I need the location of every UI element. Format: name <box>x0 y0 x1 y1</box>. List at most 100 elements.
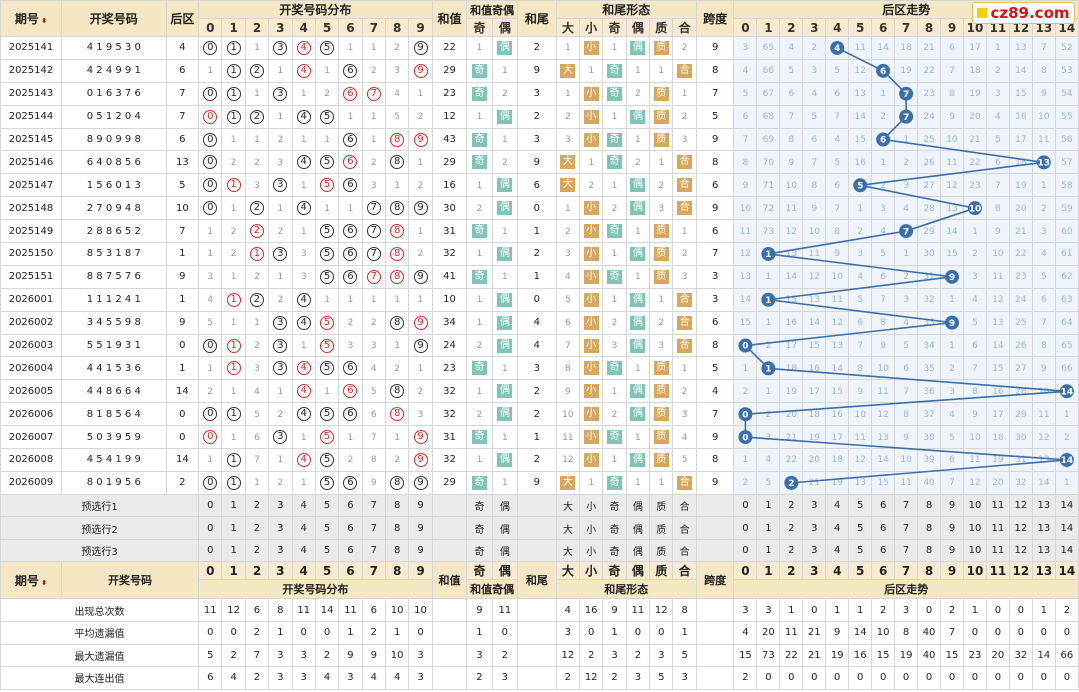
preselect-trend-digit[interactable]: 4 <box>825 538 850 563</box>
preselect-digit[interactable]: 7 <box>361 538 386 563</box>
preselect-trend-digit[interactable]: 11 <box>985 516 1010 540</box>
preselect-digit[interactable]: 9 <box>408 538 433 563</box>
preselect-trend-digit[interactable]: 5 <box>848 516 873 540</box>
preselect-digit[interactable]: 3 <box>268 493 293 518</box>
preselect-trend-digit[interactable]: 12 <box>1008 538 1033 563</box>
preselect-digit[interactable]: 9 <box>408 516 433 540</box>
preselect-digit[interactable]: 2 <box>244 493 270 518</box>
preselect-digit[interactable]: 3 <box>268 516 293 540</box>
preselect-trend-digit[interactable]: 10 <box>962 538 987 563</box>
preselect-form-prime[interactable]: 质 <box>649 493 674 518</box>
preselect-trend-digit[interactable]: 7 <box>894 538 919 563</box>
preselect-trend-digit[interactable]: 4 <box>825 516 850 540</box>
preselect-trend-digit[interactable]: 9 <box>940 516 964 540</box>
preselect-trend-digit[interactable]: 6 <box>871 516 896 540</box>
preselect-even[interactable]: 偶 <box>491 516 519 540</box>
preselect-digit[interactable]: 0 <box>198 538 223 563</box>
preselect-digit[interactable]: 6 <box>338 538 363 563</box>
preselect-digit[interactable]: 1 <box>221 493 246 518</box>
preselect-digit[interactable]: 4 <box>291 516 316 540</box>
preselect-form-big[interactable]: 大 <box>555 493 581 518</box>
preselect-form-even[interactable]: 偶 <box>625 516 651 540</box>
preselect-form-even[interactable]: 偶 <box>625 493 651 518</box>
sort-arrow-icon[interactable]: ⬍ <box>38 17 48 25</box>
preselect-trend-digit[interactable]: 12 <box>1008 516 1033 540</box>
preselect-trend-digit[interactable]: 1 <box>756 493 781 518</box>
preselect-trend-digit[interactable]: 13 <box>1031 516 1056 540</box>
preselect-digit[interactable]: 8 <box>384 538 410 563</box>
preselect-form-small[interactable]: 小 <box>578 493 604 518</box>
preselect-digit[interactable]: 6 <box>338 516 363 540</box>
preselect-digit[interactable]: 2 <box>244 516 270 540</box>
preselect-trend-digit[interactable]: 10 <box>962 493 987 518</box>
preselect-trend-digit[interactable]: 12 <box>1008 493 1033 518</box>
preselect-trend-digit[interactable]: 6 <box>871 493 896 518</box>
preselect-trend-digit[interactable]: 2 <box>779 516 804 540</box>
preselect-trend-digit[interactable]: 13 <box>1031 493 1056 518</box>
preselect-trend-digit[interactable]: 14 <box>1054 493 1079 518</box>
preselect-digit[interactable]: 1 <box>221 538 246 563</box>
preselect-trend-digit[interactable]: 8 <box>917 538 942 563</box>
preselect-digit[interactable]: 0 <box>198 493 223 518</box>
preselect-row[interactable]: 预选行1 0 1 2 3 4 5 6 7 8 9 奇偶大小奇偶质合 0 1 2 3 4 5 6 7 8 9 10 11 12 13… <box>0 493 1079 518</box>
preselect-form-odd[interactable]: 奇 <box>602 516 627 540</box>
preselect-digit[interactable]: 0 <box>198 516 223 540</box>
preselect-form-big[interactable]: 大 <box>555 538 581 563</box>
preselect-digit[interactable]: 3 <box>268 538 293 563</box>
preselect-form-prime[interactable]: 质 <box>649 538 674 563</box>
preselect-form-even[interactable]: 偶 <box>625 538 651 563</box>
preselect-trend-digit[interactable]: 3 <box>802 493 827 518</box>
preselect-trend-digit[interactable]: 1 <box>756 538 781 563</box>
sort-arrow-icon[interactable]: ⬍ <box>38 578 48 587</box>
preselect-digit[interactable]: 5 <box>314 538 340 563</box>
preselect-digit[interactable]: 8 <box>384 516 410 540</box>
preselect-trend-digit[interactable]: 3 <box>802 538 827 563</box>
preselect-trend-digit[interactable]: 9 <box>940 538 964 563</box>
preselect-trend-digit[interactable]: 0 <box>733 538 758 563</box>
preselect-form-odd[interactable]: 奇 <box>602 538 627 563</box>
preselect-digit[interactable]: 4 <box>291 538 316 563</box>
preselect-digit[interactable]: 1 <box>221 516 246 540</box>
footer-issue[interactable]: 期号 ⬍ <box>0 561 62 600</box>
preselect-digit[interactable]: 5 <box>314 493 340 518</box>
preselect-form-small[interactable]: 小 <box>578 538 604 563</box>
preselect-form-small[interactable]: 小 <box>578 516 604 540</box>
preselect-form-prime[interactable]: 质 <box>649 516 674 540</box>
preselect-odd[interactable]: 奇 <box>466 516 493 540</box>
preselect-trend-digit[interactable]: 11 <box>985 538 1010 563</box>
preselect-trend-digit[interactable]: 4 <box>825 493 850 518</box>
preselect-form-comp[interactable]: 合 <box>672 493 697 518</box>
preselect-digit[interactable]: 6 <box>338 493 363 518</box>
preselect-trend-digit[interactable]: 2 <box>779 538 804 563</box>
preselect-trend-digit[interactable]: 8 <box>917 516 942 540</box>
preselect-trend-digit[interactable]: 1 <box>756 516 781 540</box>
preselect-even[interactable]: 偶 <box>491 538 519 563</box>
preselect-form-odd[interactable]: 奇 <box>602 493 627 518</box>
header-issue[interactable]: 期号 ⬍ <box>0 0 62 37</box>
preselect-trend-digit[interactable]: 2 <box>779 493 804 518</box>
preselect-trend-digit[interactable]: 10 <box>962 516 987 540</box>
site-logo[interactable]: cz89.com <box>972 2 1075 24</box>
preselect-form-comp[interactable]: 合 <box>672 516 697 540</box>
preselect-trend-digit[interactable]: 0 <box>733 516 758 540</box>
preselect-digit[interactable]: 4 <box>291 493 316 518</box>
preselect-trend-digit[interactable]: 3 <box>802 516 827 540</box>
preselect-trend-digit[interactable]: 11 <box>985 493 1010 518</box>
preselect-form-comp[interactable]: 合 <box>672 538 697 563</box>
preselect-row[interactable]: 预选行2 0 1 2 3 4 5 6 7 8 9 奇偶大小奇偶质合 0 1 2 3 4 5 6 7 8 9 10 11 12 13… <box>0 516 1079 540</box>
preselect-row[interactable]: 预选行3 0 1 2 3 4 5 6 7 8 9 奇偶大小奇偶质合 0 1 2 3 4 5 6 7 8 9 10 11 12 13… <box>0 538 1079 563</box>
preselect-trend-digit[interactable]: 5 <box>848 538 873 563</box>
preselect-trend-digit[interactable]: 8 <box>917 493 942 518</box>
preselect-trend-digit[interactable]: 6 <box>871 538 896 563</box>
preselect-digit[interactable]: 7 <box>361 493 386 518</box>
preselect-odd[interactable]: 奇 <box>466 538 493 563</box>
preselect-trend-digit[interactable]: 14 <box>1054 516 1079 540</box>
preselect-trend-digit[interactable]: 7 <box>894 493 919 518</box>
preselect-form-big[interactable]: 大 <box>555 516 581 540</box>
preselect-digit[interactable]: 2 <box>244 538 270 563</box>
preselect-trend-digit[interactable]: 5 <box>848 493 873 518</box>
preselect-trend-digit[interactable]: 14 <box>1054 538 1079 563</box>
preselect-digit[interactable]: 9 <box>408 493 433 518</box>
preselect-trend-digit[interactable]: 7 <box>894 516 919 540</box>
preselect-digit[interactable]: 5 <box>314 516 340 540</box>
